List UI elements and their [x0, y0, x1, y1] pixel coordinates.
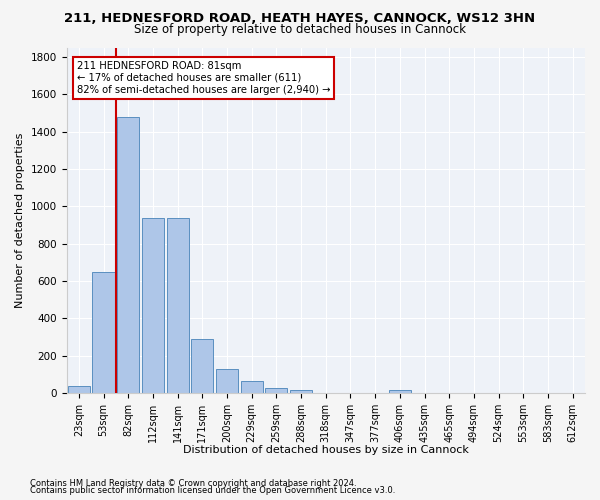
Bar: [167, 218, 189, 393]
Text: Contains public sector information licensed under the Open Government Licence v3: Contains public sector information licen…: [30, 486, 395, 495]
Bar: [241, 381, 263, 393]
Text: Contains HM Land Registry data © Crown copyright and database right 2024.: Contains HM Land Registry data © Crown c…: [30, 478, 356, 488]
Bar: [68, 386, 90, 393]
Text: 211 HEDNESFORD ROAD: 81sqm
← 17% of detached houses are smaller (611)
82% of sem: 211 HEDNESFORD ROAD: 81sqm ← 17% of deta…: [77, 62, 331, 94]
Bar: [389, 390, 411, 393]
Bar: [92, 272, 115, 393]
Y-axis label: Number of detached properties: Number of detached properties: [15, 132, 25, 308]
Text: Size of property relative to detached houses in Cannock: Size of property relative to detached ho…: [134, 22, 466, 36]
Bar: [216, 369, 238, 393]
Bar: [265, 388, 287, 393]
Bar: [142, 218, 164, 393]
Bar: [191, 339, 214, 393]
X-axis label: Distribution of detached houses by size in Cannock: Distribution of detached houses by size …: [183, 445, 469, 455]
Text: 211, HEDNESFORD ROAD, HEATH HAYES, CANNOCK, WS12 3HN: 211, HEDNESFORD ROAD, HEATH HAYES, CANNO…: [64, 12, 536, 26]
Bar: [290, 390, 312, 393]
Bar: [117, 116, 139, 393]
